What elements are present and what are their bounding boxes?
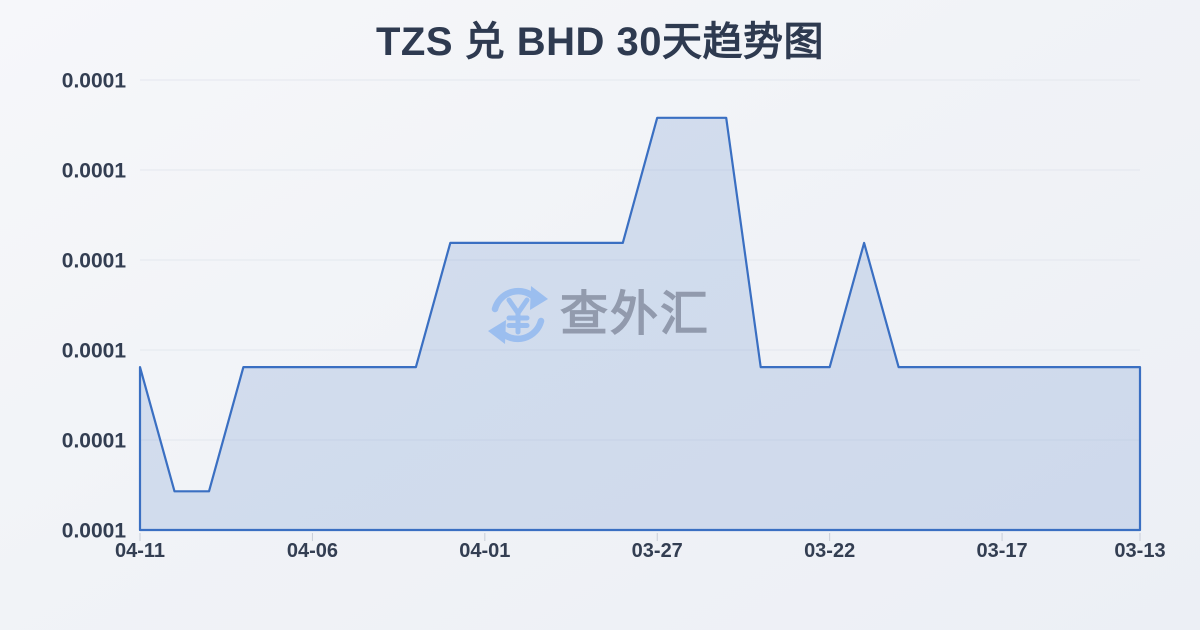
y-axis-label: 0.0001 <box>62 520 127 543</box>
x-axis-label: 04-06 <box>287 540 338 562</box>
y-axis-label: 0.0001 <box>62 160 127 183</box>
y-axis-label: 0.0001 <box>62 70 127 93</box>
x-axis-label: 04-01 <box>459 540 510 562</box>
x-axis-label: 03-22 <box>804 540 855 562</box>
x-axis-label: 03-27 <box>632 540 683 562</box>
chart-title: TZS 兑 BHD 30天趋势图 <box>375 20 825 64</box>
x-axis-label: 03-13 <box>1114 540 1165 562</box>
x-axis-label: 04-11 <box>115 540 165 562</box>
y-axis-label: 0.0001 <box>62 250 127 273</box>
y-axis-label: 0.0001 <box>62 430 127 453</box>
y-axis-label: 0.0001 <box>62 340 127 363</box>
x-axis-label: 03-17 <box>976 540 1027 562</box>
trend-area-series <box>138 116 1142 532</box>
